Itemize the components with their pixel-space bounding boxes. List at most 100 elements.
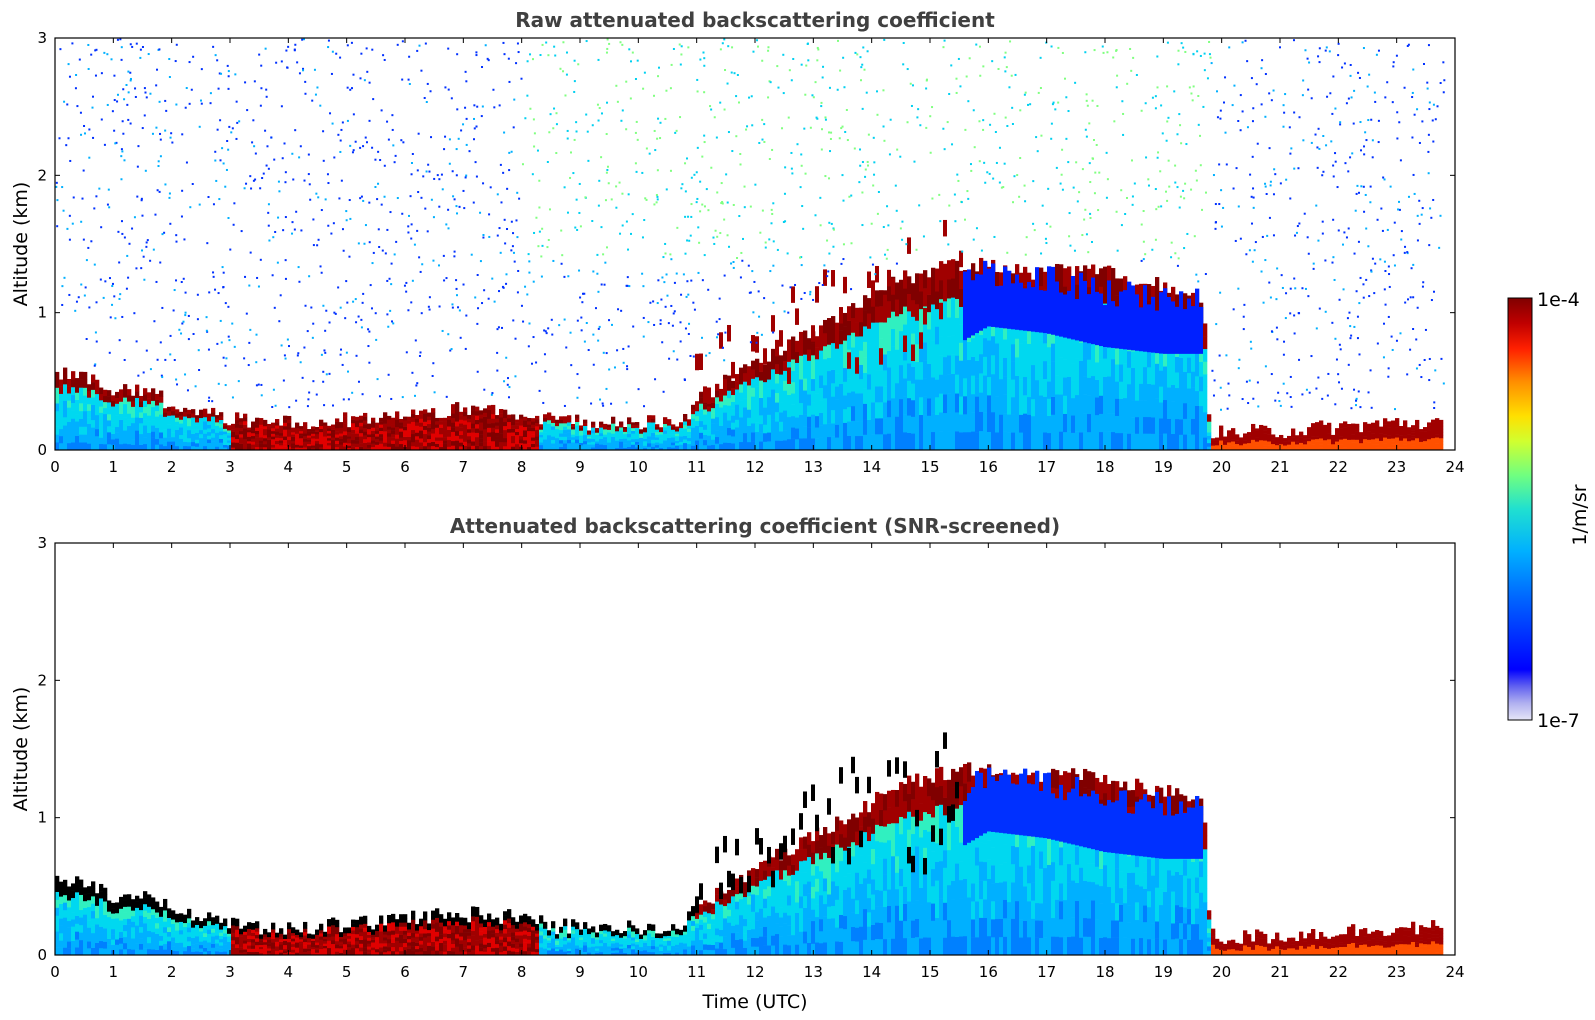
noise-speck bbox=[1431, 119, 1434, 122]
noise-speck bbox=[352, 300, 355, 303]
noise-speck bbox=[578, 386, 581, 389]
heatmap-cell bbox=[1187, 434, 1192, 450]
noise-speck bbox=[1067, 161, 1070, 164]
noise-speck bbox=[1246, 126, 1249, 129]
noise-speck bbox=[1424, 328, 1427, 331]
noise-speck bbox=[420, 312, 423, 315]
heatmap-cell bbox=[155, 433, 160, 440]
heatmap-cell bbox=[607, 447, 612, 450]
noise-speck bbox=[120, 46, 123, 49]
heatmap-cell bbox=[459, 419, 464, 424]
heatmap-cell bbox=[835, 332, 839, 349]
heatmap-cell bbox=[259, 440, 264, 444]
heatmap-cell bbox=[887, 284, 892, 302]
heatmap-cell bbox=[1171, 433, 1176, 450]
heatmap-cell bbox=[1259, 447, 1264, 450]
heatmap-cell bbox=[755, 413, 760, 423]
heatmap-cell bbox=[655, 447, 660, 450]
heatmap-cell bbox=[1335, 443, 1340, 446]
heatmap-cell bbox=[1071, 432, 1076, 450]
heatmap-cell bbox=[979, 353, 984, 374]
noise-speck bbox=[1351, 152, 1354, 155]
heatmap-cell bbox=[907, 328, 912, 347]
noise-speck bbox=[654, 378, 657, 381]
heatmap-cell bbox=[147, 421, 152, 428]
noise-speck bbox=[689, 354, 692, 357]
noise-speck bbox=[352, 149, 355, 152]
heatmap-cell bbox=[1431, 428, 1436, 433]
heatmap-cell bbox=[1407, 447, 1412, 450]
heatmap-cell bbox=[759, 380, 764, 390]
noise-speck bbox=[784, 220, 787, 223]
heatmap-cell bbox=[1155, 380, 1160, 399]
heatmap-cell bbox=[667, 437, 672, 442]
noise-speck bbox=[217, 87, 220, 90]
heatmap-cell bbox=[1203, 437, 1208, 450]
heatmap-cell bbox=[107, 420, 112, 427]
heatmap-cell bbox=[1303, 435, 1308, 437]
heatmap-cell bbox=[759, 432, 764, 442]
noise-speck bbox=[237, 380, 240, 383]
heatmap-cell bbox=[207, 424, 212, 429]
noise-speck bbox=[1016, 174, 1019, 177]
heatmap-cell bbox=[479, 430, 484, 435]
heatmap-cell bbox=[207, 420, 212, 425]
heatmap-cell bbox=[655, 426, 660, 430]
noise-speck bbox=[521, 163, 524, 166]
heatmap-cell bbox=[367, 428, 372, 432]
heatmap-cell bbox=[227, 425, 232, 428]
heatmap-cell bbox=[263, 425, 268, 430]
heatmap-cell bbox=[779, 330, 783, 347]
heatmap-cell bbox=[1207, 432, 1212, 437]
heatmap-cell bbox=[71, 434, 76, 443]
heatmap-cell bbox=[951, 278, 956, 298]
heatmap-cell bbox=[1071, 363, 1076, 381]
heatmap-cell bbox=[203, 425, 208, 430]
heatmap-cell bbox=[1363, 430, 1368, 434]
noise-speck bbox=[1440, 357, 1443, 360]
noise-speck bbox=[1246, 60, 1249, 63]
noise-speck bbox=[910, 104, 913, 107]
heatmap-cell bbox=[1311, 423, 1316, 427]
heatmap-cell bbox=[263, 428, 268, 433]
noise-speck bbox=[788, 69, 791, 72]
noise-speck bbox=[721, 42, 724, 45]
heatmap-cell bbox=[355, 440, 360, 444]
noise-speck bbox=[690, 279, 693, 282]
heatmap-cell bbox=[1427, 427, 1432, 431]
noise-speck bbox=[363, 79, 366, 82]
heatmap-cell bbox=[355, 446, 360, 450]
heatmap-cell bbox=[419, 422, 424, 427]
heatmap-cell bbox=[599, 432, 604, 437]
noise-speck bbox=[159, 132, 162, 135]
heatmap-cell bbox=[159, 444, 164, 450]
heatmap-cell bbox=[1263, 445, 1268, 448]
heatmap-cell bbox=[571, 426, 576, 430]
noise-speck bbox=[333, 156, 336, 159]
heatmap-cell bbox=[215, 446, 220, 450]
noise-speck bbox=[164, 358, 167, 361]
heatmap-cell bbox=[1275, 443, 1280, 446]
noise-speck bbox=[602, 253, 605, 256]
heatmap-cell bbox=[599, 435, 604, 439]
heatmap-cell bbox=[907, 237, 911, 254]
heatmap-cell bbox=[799, 438, 804, 450]
noise-speck bbox=[441, 329, 444, 332]
heatmap-cell bbox=[1079, 432, 1084, 450]
heatmap-cell bbox=[407, 430, 412, 434]
heatmap-cell bbox=[775, 440, 780, 450]
noise-speck bbox=[676, 226, 679, 229]
heatmap-cell bbox=[827, 344, 832, 358]
noise-speck bbox=[909, 82, 912, 85]
heatmap-cell bbox=[1287, 437, 1292, 440]
heatmap-cell bbox=[63, 392, 68, 401]
noise-speck bbox=[843, 86, 846, 89]
heatmap-cell bbox=[363, 420, 368, 425]
heatmap-cell bbox=[1135, 294, 1140, 351]
heatmap-cell bbox=[219, 412, 224, 417]
heatmap-cell bbox=[251, 444, 256, 448]
noise-speck bbox=[858, 181, 861, 184]
heatmap-cell bbox=[1299, 437, 1304, 440]
heatmap-cell bbox=[1055, 412, 1060, 432]
heatmap-cell bbox=[575, 414, 580, 419]
